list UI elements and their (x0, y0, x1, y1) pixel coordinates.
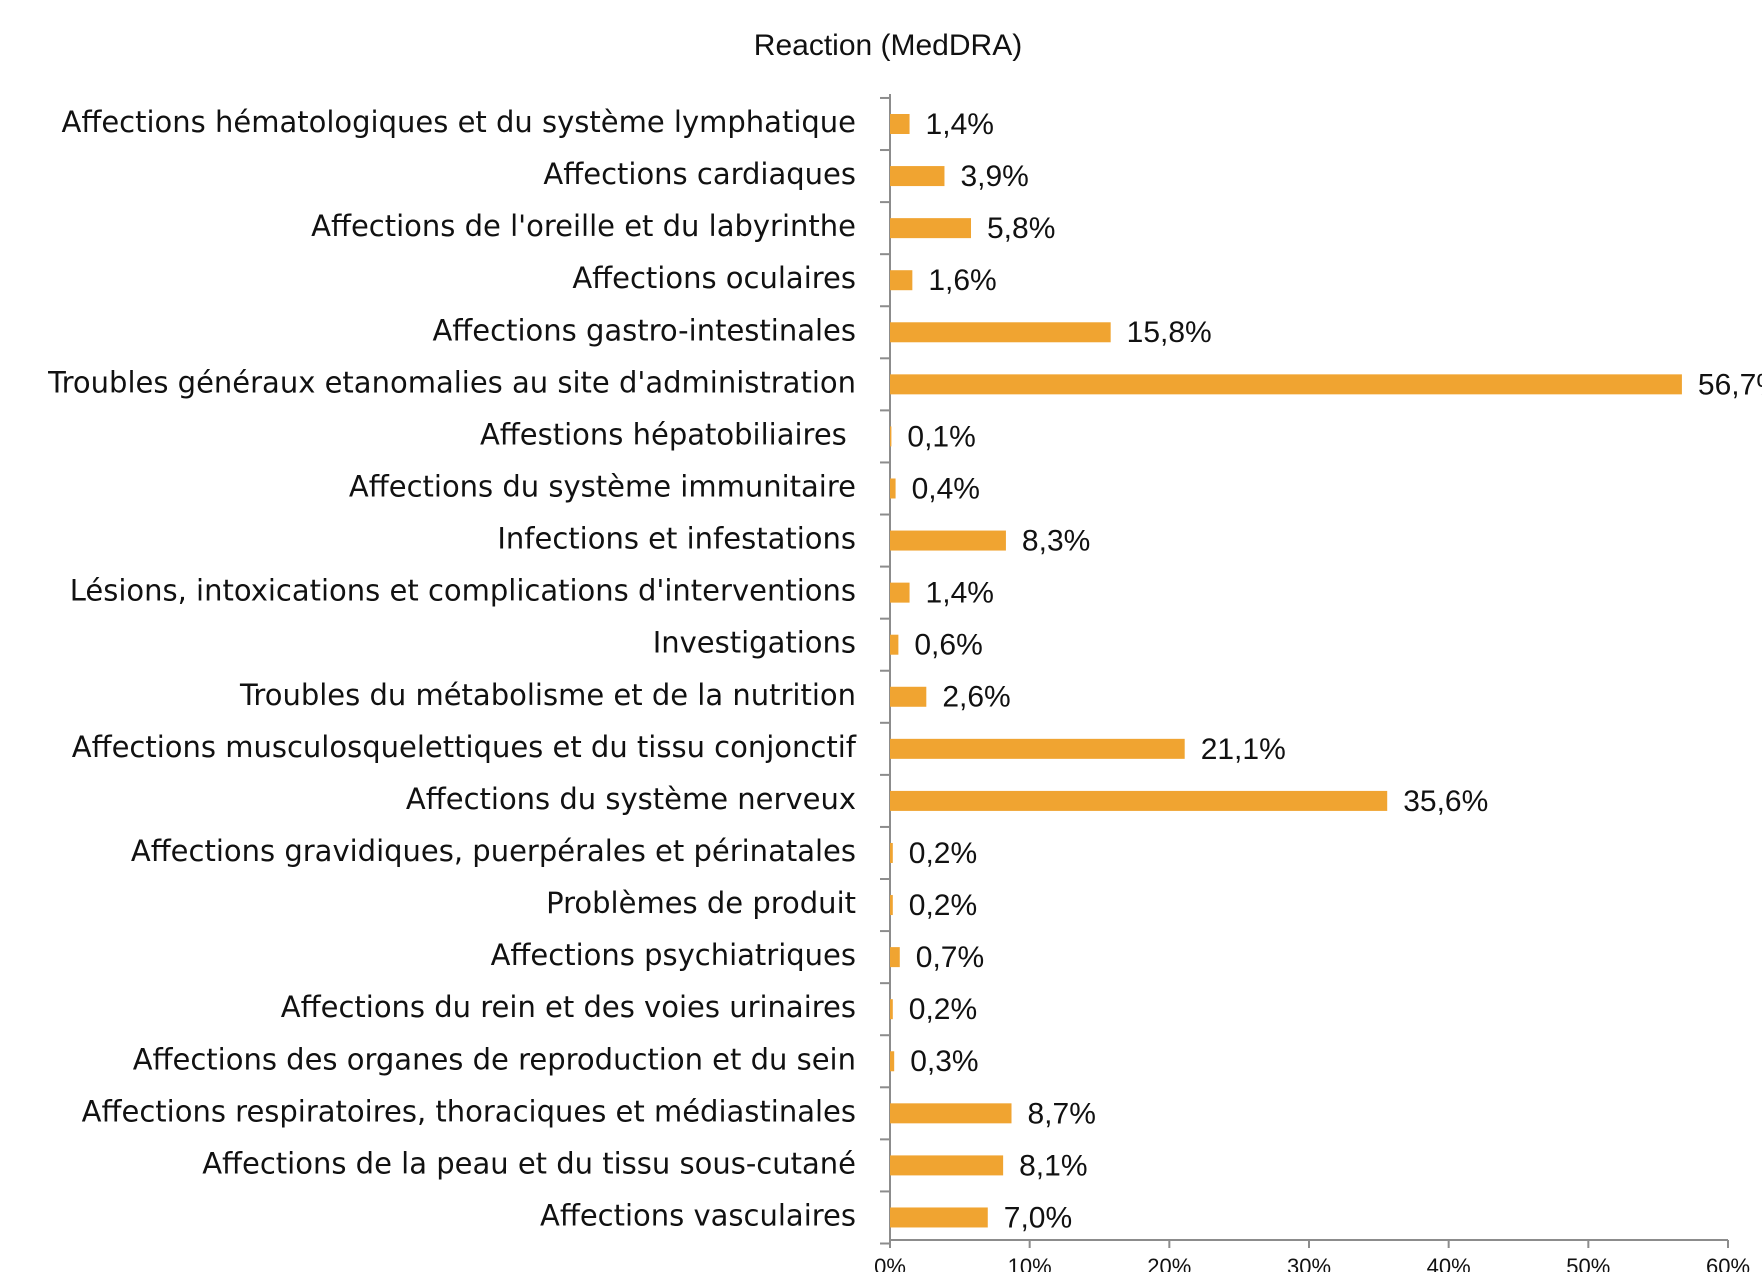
x-tick-label: 10% (1008, 1254, 1052, 1272)
x-tick-label: 50% (1566, 1254, 1610, 1272)
value-label: 0,2% (909, 837, 977, 870)
x-tick-label: 0% (874, 1254, 906, 1272)
value-label: 5,8% (987, 212, 1055, 245)
category-label: Affections respiratoires, thoraciques et… (82, 1094, 856, 1128)
category-label: Affections gastro-intestinales (432, 313, 856, 347)
value-label: 0,1% (907, 420, 975, 453)
bar (890, 322, 1111, 343)
bar (890, 1155, 1004, 1176)
value-label: 56,7% (1698, 368, 1762, 401)
value-label: 1,4% (926, 577, 994, 610)
category-label: Problèmes de produit (546, 886, 856, 920)
category-label: Troubles du métabolisme et de la nutriti… (239, 678, 856, 712)
bar (890, 634, 899, 655)
bar (890, 947, 900, 968)
category-label: Affections vasculaires (540, 1198, 856, 1232)
bar (890, 166, 945, 187)
value-label: 8,7% (1028, 1097, 1096, 1130)
category-label: Affections des organes de reproduction e… (133, 1042, 856, 1076)
bar (890, 1051, 895, 1072)
value-label: 8,3% (1022, 524, 1090, 557)
category-label: Affections oculaires (572, 261, 856, 295)
bar (890, 790, 1388, 811)
value-label: 7,0% (1004, 1201, 1072, 1234)
bar (890, 530, 1006, 551)
bar (890, 999, 893, 1020)
bar (890, 114, 910, 134)
value-label: 3,9% (960, 160, 1028, 193)
bar (890, 842, 893, 863)
bar (890, 426, 892, 447)
category-label: Affestions hépatobiliaires (480, 417, 856, 451)
category-label: Troubles généraux etanomalies au site d'… (47, 365, 856, 399)
category-label: Affections de l'oreille et du labyrinthe (311, 209, 856, 243)
category-label: Infections et infestations (497, 522, 856, 556)
category-label: Affections du rein et des voies urinaire… (281, 990, 856, 1024)
bar (890, 218, 972, 239)
value-label: 0,2% (909, 993, 977, 1026)
category-label: Investigations (653, 626, 856, 660)
x-tick-label: 30% (1287, 1254, 1331, 1272)
bar (890, 478, 896, 499)
bar (890, 1103, 1012, 1124)
value-label: 0,7% (916, 941, 984, 974)
bar (890, 582, 910, 603)
category-label: Affections gravidiques, puerpérales et p… (131, 834, 856, 868)
value-label: 1,4% (926, 108, 994, 141)
bar (890, 895, 893, 916)
category-label: Lésions, intoxications et complications … (70, 574, 856, 608)
bar (890, 1207, 988, 1228)
category-label: Affections du système immunitaire (349, 469, 856, 503)
bar (890, 270, 913, 291)
category-label: Affections psychiatriques (491, 938, 856, 972)
bar (890, 374, 1682, 395)
value-label: 8,1% (1019, 1149, 1087, 1182)
value-label: 15,8% (1127, 316, 1212, 349)
value-label: 0,2% (909, 889, 977, 922)
x-tick-label: 60% (1706, 1254, 1750, 1272)
value-label: 21,1% (1201, 733, 1286, 766)
value-label: 0,4% (912, 472, 980, 505)
category-label: Affections de la peau et du tissu sous-c… (202, 1146, 856, 1180)
value-label: 2,6% (942, 681, 1010, 714)
value-label: 0,3% (910, 1045, 978, 1078)
bar (890, 686, 927, 707)
category-label: Affections du système nerveux (406, 782, 856, 816)
value-label: 35,6% (1403, 785, 1488, 818)
chart-title: Reaction (MedDRA) (754, 29, 1022, 62)
value-label: 1,6% (928, 264, 996, 297)
value-label: 0,6% (914, 629, 982, 662)
bar (890, 738, 1185, 759)
category-label: Affections hématologiques et du système … (62, 105, 856, 139)
category-label: Affections musculosquelettiques et du ti… (72, 730, 857, 764)
x-tick-label: 20% (1147, 1254, 1191, 1272)
category-label: Affections cardiaques (543, 157, 856, 191)
x-tick-label: 40% (1427, 1254, 1471, 1272)
